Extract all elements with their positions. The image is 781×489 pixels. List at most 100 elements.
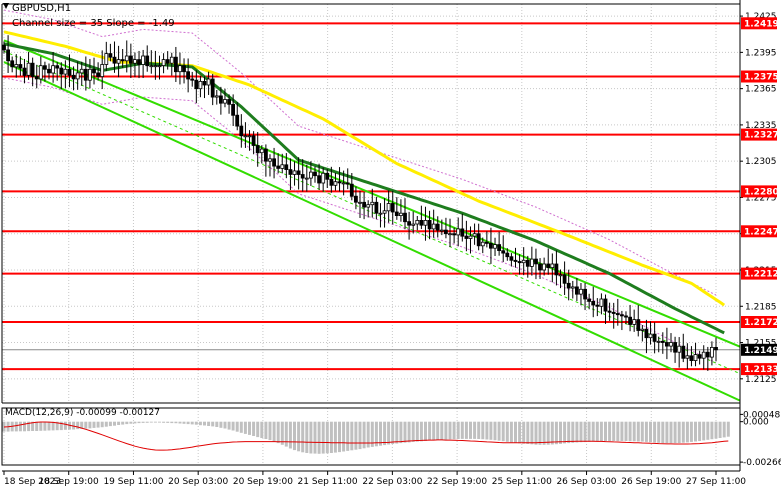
candle-body (673, 342, 677, 353)
candle (14, 54, 19, 78)
macd-bar (657, 421, 661, 443)
candle-body (161, 59, 166, 66)
macd-bar (117, 421, 121, 425)
candle (116, 45, 121, 78)
candle-body (439, 229, 444, 232)
candle-body (120, 59, 125, 62)
candle (71, 66, 76, 91)
candle-body (640, 328, 645, 331)
moving-averages (3, 30, 726, 335)
candle (83, 56, 88, 91)
candle-body (186, 71, 191, 80)
candle-body (247, 135, 252, 138)
time-tick-label: 20 Sep 03:00 (168, 477, 228, 487)
candle-body (38, 65, 43, 80)
candle-body (255, 145, 260, 154)
macd-bar (227, 421, 231, 430)
macd-bar (76, 421, 80, 430)
candle (288, 158, 293, 190)
candle (575, 277, 579, 302)
time-tick-label: 25 Sep 11:00 (492, 477, 552, 487)
candle-body (611, 311, 616, 314)
candle (530, 246, 534, 276)
channel-middle (3, 50, 741, 375)
macd-bar (313, 421, 317, 454)
macd-bar (550, 421, 554, 445)
candle (624, 311, 628, 325)
macd-bar (530, 421, 534, 445)
ma-green-line (3, 42, 725, 335)
candle-body (288, 169, 293, 175)
macd-bar (63, 421, 67, 430)
macd-bar (321, 421, 325, 454)
candle-body (2, 44, 6, 51)
candle-body (456, 228, 461, 236)
candle (38, 56, 43, 84)
candle (550, 253, 555, 283)
candle-body (435, 223, 440, 231)
candle-body (665, 342, 669, 347)
macd-bar (489, 421, 493, 440)
candle-body (677, 345, 682, 353)
candle (701, 345, 706, 370)
candle-body (178, 65, 182, 73)
candle-body (157, 65, 162, 68)
candle-body (223, 99, 227, 104)
macd-bar (661, 421, 665, 443)
candle (460, 213, 465, 242)
candle (96, 62, 100, 81)
candle-body (366, 204, 371, 208)
candle (611, 302, 616, 329)
candle (247, 130, 252, 151)
candle-body (710, 346, 714, 358)
macd-label: MACD(12,26,9) -0.00099 -0.00127 (5, 408, 160, 418)
macd-bar (477, 421, 481, 439)
candle (648, 321, 653, 345)
candle (452, 227, 457, 244)
candle (382, 198, 387, 228)
candle (272, 147, 277, 179)
macd-bar (317, 421, 321, 454)
macd-bar (689, 421, 693, 442)
candle-body (169, 56, 174, 64)
candle-body (18, 64, 23, 69)
candle (714, 337, 718, 362)
candle (370, 188, 375, 218)
candle (517, 254, 522, 275)
macd-bar (174, 421, 178, 424)
candle-body (71, 74, 76, 80)
candle (480, 237, 485, 254)
macd-bar (137, 421, 141, 424)
macd-bar (305, 421, 309, 453)
candle-body (182, 65, 186, 73)
candle (132, 52, 137, 78)
candle (124, 40, 129, 73)
candle-body (116, 59, 121, 64)
candle (554, 250, 559, 286)
candle-body (43, 65, 47, 70)
candle (398, 199, 403, 222)
candle-body (632, 319, 637, 325)
price-tick-label: 1.2395 (745, 48, 777, 58)
candle-body (235, 114, 240, 127)
time-tick-label: 18 Sep 19:00 (39, 477, 99, 487)
level-tag-label: 1.2133 (744, 365, 779, 375)
candle (538, 258, 542, 279)
candle-body (689, 355, 694, 361)
candle-body (431, 223, 436, 230)
level-tag (741, 316, 777, 328)
macd-tick-label: 0.00048 (743, 410, 780, 420)
candle-body (210, 78, 215, 98)
macd-bar (108, 421, 112, 427)
candle (603, 294, 608, 324)
collapse-triangle-icon[interactable] (3, 3, 9, 9)
candle (231, 94, 236, 127)
candle-body (620, 314, 624, 317)
candle-body (88, 68, 92, 81)
macd-bar (456, 421, 460, 439)
candle (88, 58, 92, 89)
candle (472, 223, 477, 245)
candle (427, 210, 432, 240)
price-tick-label: 1.2125 (745, 375, 777, 385)
candle (145, 45, 150, 72)
